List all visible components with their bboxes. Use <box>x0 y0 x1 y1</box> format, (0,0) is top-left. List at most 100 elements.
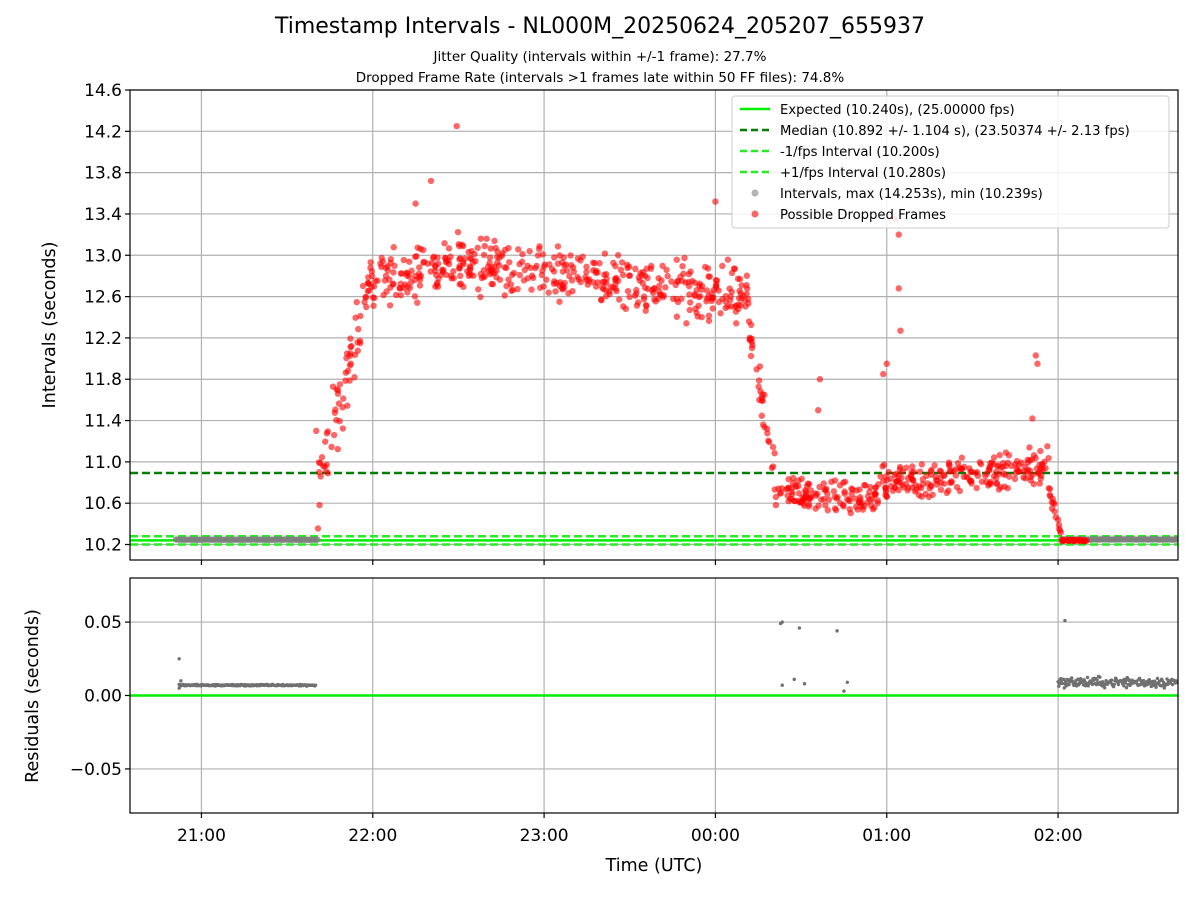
residual-point <box>780 620 784 624</box>
residual-point <box>1090 682 1095 687</box>
dropped-frame-point <box>967 468 974 475</box>
dropped-frame-point <box>536 243 543 250</box>
residual-point <box>845 680 850 684</box>
dropped-frame-point <box>408 267 415 275</box>
dropped-frame-point <box>639 268 647 276</box>
dropped-frame-point <box>915 491 923 499</box>
dropped-frame-point <box>386 302 394 309</box>
dropped-frame-point <box>736 275 744 283</box>
dropped-frame-point <box>643 302 650 310</box>
dropped-frame-point <box>383 288 390 295</box>
dropped-frame-point <box>407 279 415 286</box>
dropped-frame-point <box>412 253 419 260</box>
dropped-frame-point <box>788 488 795 496</box>
dropped-frame-point <box>931 462 938 469</box>
x-axis-label: Time (UTC) <box>605 856 703 876</box>
dropped-frame-point <box>1056 527 1064 534</box>
dropped-frame-point <box>1002 449 1010 456</box>
dropped-frame-point <box>816 376 824 383</box>
bottom-y-axis-label: Residuals (seconds) <box>23 609 43 783</box>
dropped-frame-point <box>673 313 681 320</box>
top-y-tick-label: 11.4 <box>84 412 122 432</box>
residual-point <box>1124 678 1128 683</box>
dropped-frame-point <box>652 298 659 305</box>
dropped-frame-point <box>390 244 397 251</box>
dropped-frame-point <box>1020 474 1027 481</box>
residual-point <box>1060 681 1064 686</box>
dropped-frame-point <box>1016 468 1023 475</box>
dropped-frame-point <box>487 245 494 252</box>
axis-ticks: 10.2 10.6 11.0 11.4 11.8 12.2 12.6 13.0 13.4 13.8… <box>70 81 1083 846</box>
dropped-frame-point <box>896 466 904 473</box>
dropped-frame-point <box>316 501 323 509</box>
dropped-frame-point <box>313 427 320 435</box>
dropped-frame-point <box>612 275 619 283</box>
dropped-frame-point <box>336 381 344 388</box>
dropped-frame-point <box>815 407 822 414</box>
dropped-frame-point <box>996 451 1003 459</box>
residual-point <box>780 683 784 687</box>
dropped-frame-point <box>323 461 330 469</box>
dropped-frame-point <box>747 352 755 360</box>
dropped-frame-point <box>526 247 533 255</box>
dropped-frame-point <box>420 258 428 266</box>
dropped-frame-point <box>433 281 441 288</box>
dropped-frame-point <box>347 360 355 367</box>
dropped-frame-point <box>1035 470 1042 477</box>
dropped-frame-point <box>640 293 648 300</box>
dropped-frame-point <box>528 272 536 279</box>
dropped-frame-point <box>332 406 339 413</box>
dropped-frame-point <box>929 491 936 498</box>
dropped-frame-point <box>1029 415 1036 422</box>
dropped-frame-point <box>586 276 593 283</box>
dropped-frame-point <box>347 352 354 359</box>
dropped-frame-point <box>540 263 548 270</box>
dropped-frame-point <box>626 293 633 301</box>
top-y-tick-label: 11.0 <box>84 453 122 473</box>
dropped-frame-point <box>769 463 777 470</box>
dropped-frame-point <box>849 486 856 493</box>
residual-point <box>792 677 796 682</box>
dropped-frame-point <box>480 251 488 259</box>
dropped-frame-point <box>908 475 916 483</box>
dropped-frame-point <box>958 465 965 472</box>
dropped-frame-point <box>945 461 953 469</box>
dropped-frame-point <box>363 303 370 311</box>
dropped-frame-point <box>503 264 510 272</box>
dropped-frame-point <box>355 325 362 333</box>
dropped-frame-point <box>656 288 663 295</box>
dropped-frame-point <box>435 275 442 282</box>
dropped-frame-point <box>818 496 825 503</box>
dropped-frame-point <box>601 278 608 286</box>
dropped-frame-point <box>606 290 613 298</box>
dropped-frame-point <box>387 284 394 291</box>
legend-minus-fps-label: -1/fps Interval (10.200s) <box>780 145 940 160</box>
dropped-frame-point <box>322 468 330 475</box>
dropped-frame-point <box>543 276 550 283</box>
dropped-frame-point <box>1042 465 1049 472</box>
top-y-tick-label: 12.2 <box>84 329 122 349</box>
legend-dropped-swatch <box>751 210 759 218</box>
dropped-frame-point <box>874 497 881 504</box>
dropped-frame-point <box>601 250 609 257</box>
dropped-frame-point <box>647 265 655 272</box>
dropped-frame-point <box>831 477 839 484</box>
dropped-frame-point <box>552 288 559 295</box>
dropped-frame-point <box>895 231 902 238</box>
dropped-frame-point <box>328 443 335 451</box>
dropped-frame-point <box>672 281 679 289</box>
dropped-frame-point <box>412 200 419 207</box>
dropped-frame-point <box>722 304 729 312</box>
dropped-frame-point <box>597 296 605 303</box>
residual-point <box>177 686 181 690</box>
dropped-frame-point <box>545 289 552 296</box>
dropped-frame-point <box>790 474 797 482</box>
dropped-frame-point <box>330 431 338 439</box>
dropped-frame-point <box>392 291 400 299</box>
dropped-frame-point <box>612 262 619 270</box>
dropped-frame-point <box>847 509 854 517</box>
dropped-frame-point <box>569 264 577 271</box>
residual-point <box>1122 684 1126 688</box>
dropped-frame-point <box>534 252 542 259</box>
